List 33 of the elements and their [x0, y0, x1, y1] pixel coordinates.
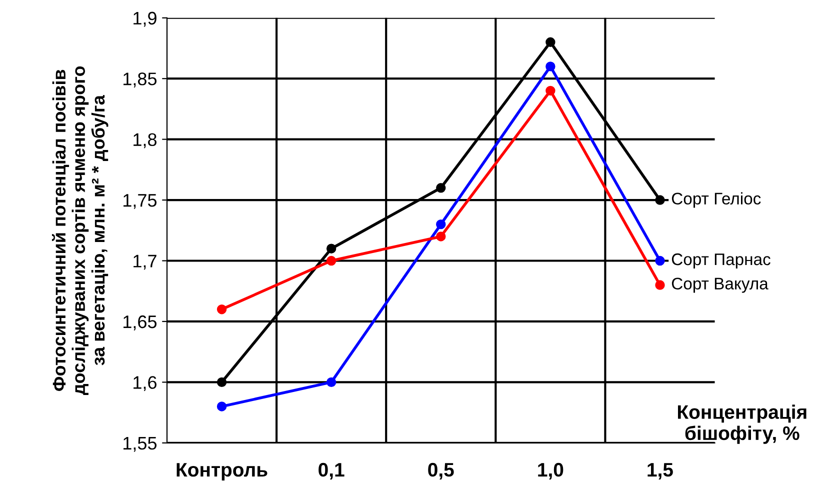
- y-tick-label: 1,8: [134, 133, 156, 148]
- point: [655, 256, 665, 266]
- point: [436, 183, 446, 193]
- point: [655, 280, 665, 290]
- series-label: Сорт Вакула: [672, 278, 768, 293]
- x-tick-label: 1,0: [538, 462, 564, 480]
- point: [436, 232, 446, 242]
- x-axis-title: Концентрація бішофіту, %: [678, 404, 806, 444]
- y-tick-label: 1,75: [124, 194, 157, 209]
- series-label: Сорт Парнас: [672, 253, 770, 269]
- y-tick-label: 1,55: [124, 437, 157, 452]
- point: [655, 195, 665, 205]
- point: [216, 377, 227, 388]
- y-tick-label: 1,7: [134, 254, 156, 270]
- y-axis-title: Фотосинтетичний потенціал посівів досліджуваних сортів ячменю ярого за вегетацію, млн. м² * добу/га: [52, 66, 108, 396]
- point: [546, 86, 556, 96]
- point: [546, 62, 556, 72]
- y-tick-label: 1,85: [124, 72, 157, 88]
- point: [216, 304, 227, 314]
- series-label: Сорт Геліос: [672, 192, 761, 208]
- point: [326, 244, 336, 254]
- y-tick-label: 1,9: [134, 12, 156, 27]
- point: [546, 37, 556, 48]
- x-tick-label: 0,1: [318, 462, 344, 480]
- x-tick-label: 0,5: [428, 462, 454, 480]
- x-tick-label: 1,5: [648, 463, 673, 480]
- point: [216, 402, 227, 412]
- x-tick-label: Контроль: [176, 463, 268, 480]
- point: [326, 377, 336, 388]
- point: [436, 219, 446, 230]
- point: [326, 256, 336, 266]
- y-tick-label: 1,6: [134, 376, 156, 392]
- y-tick-label: 1,65: [124, 315, 157, 330]
